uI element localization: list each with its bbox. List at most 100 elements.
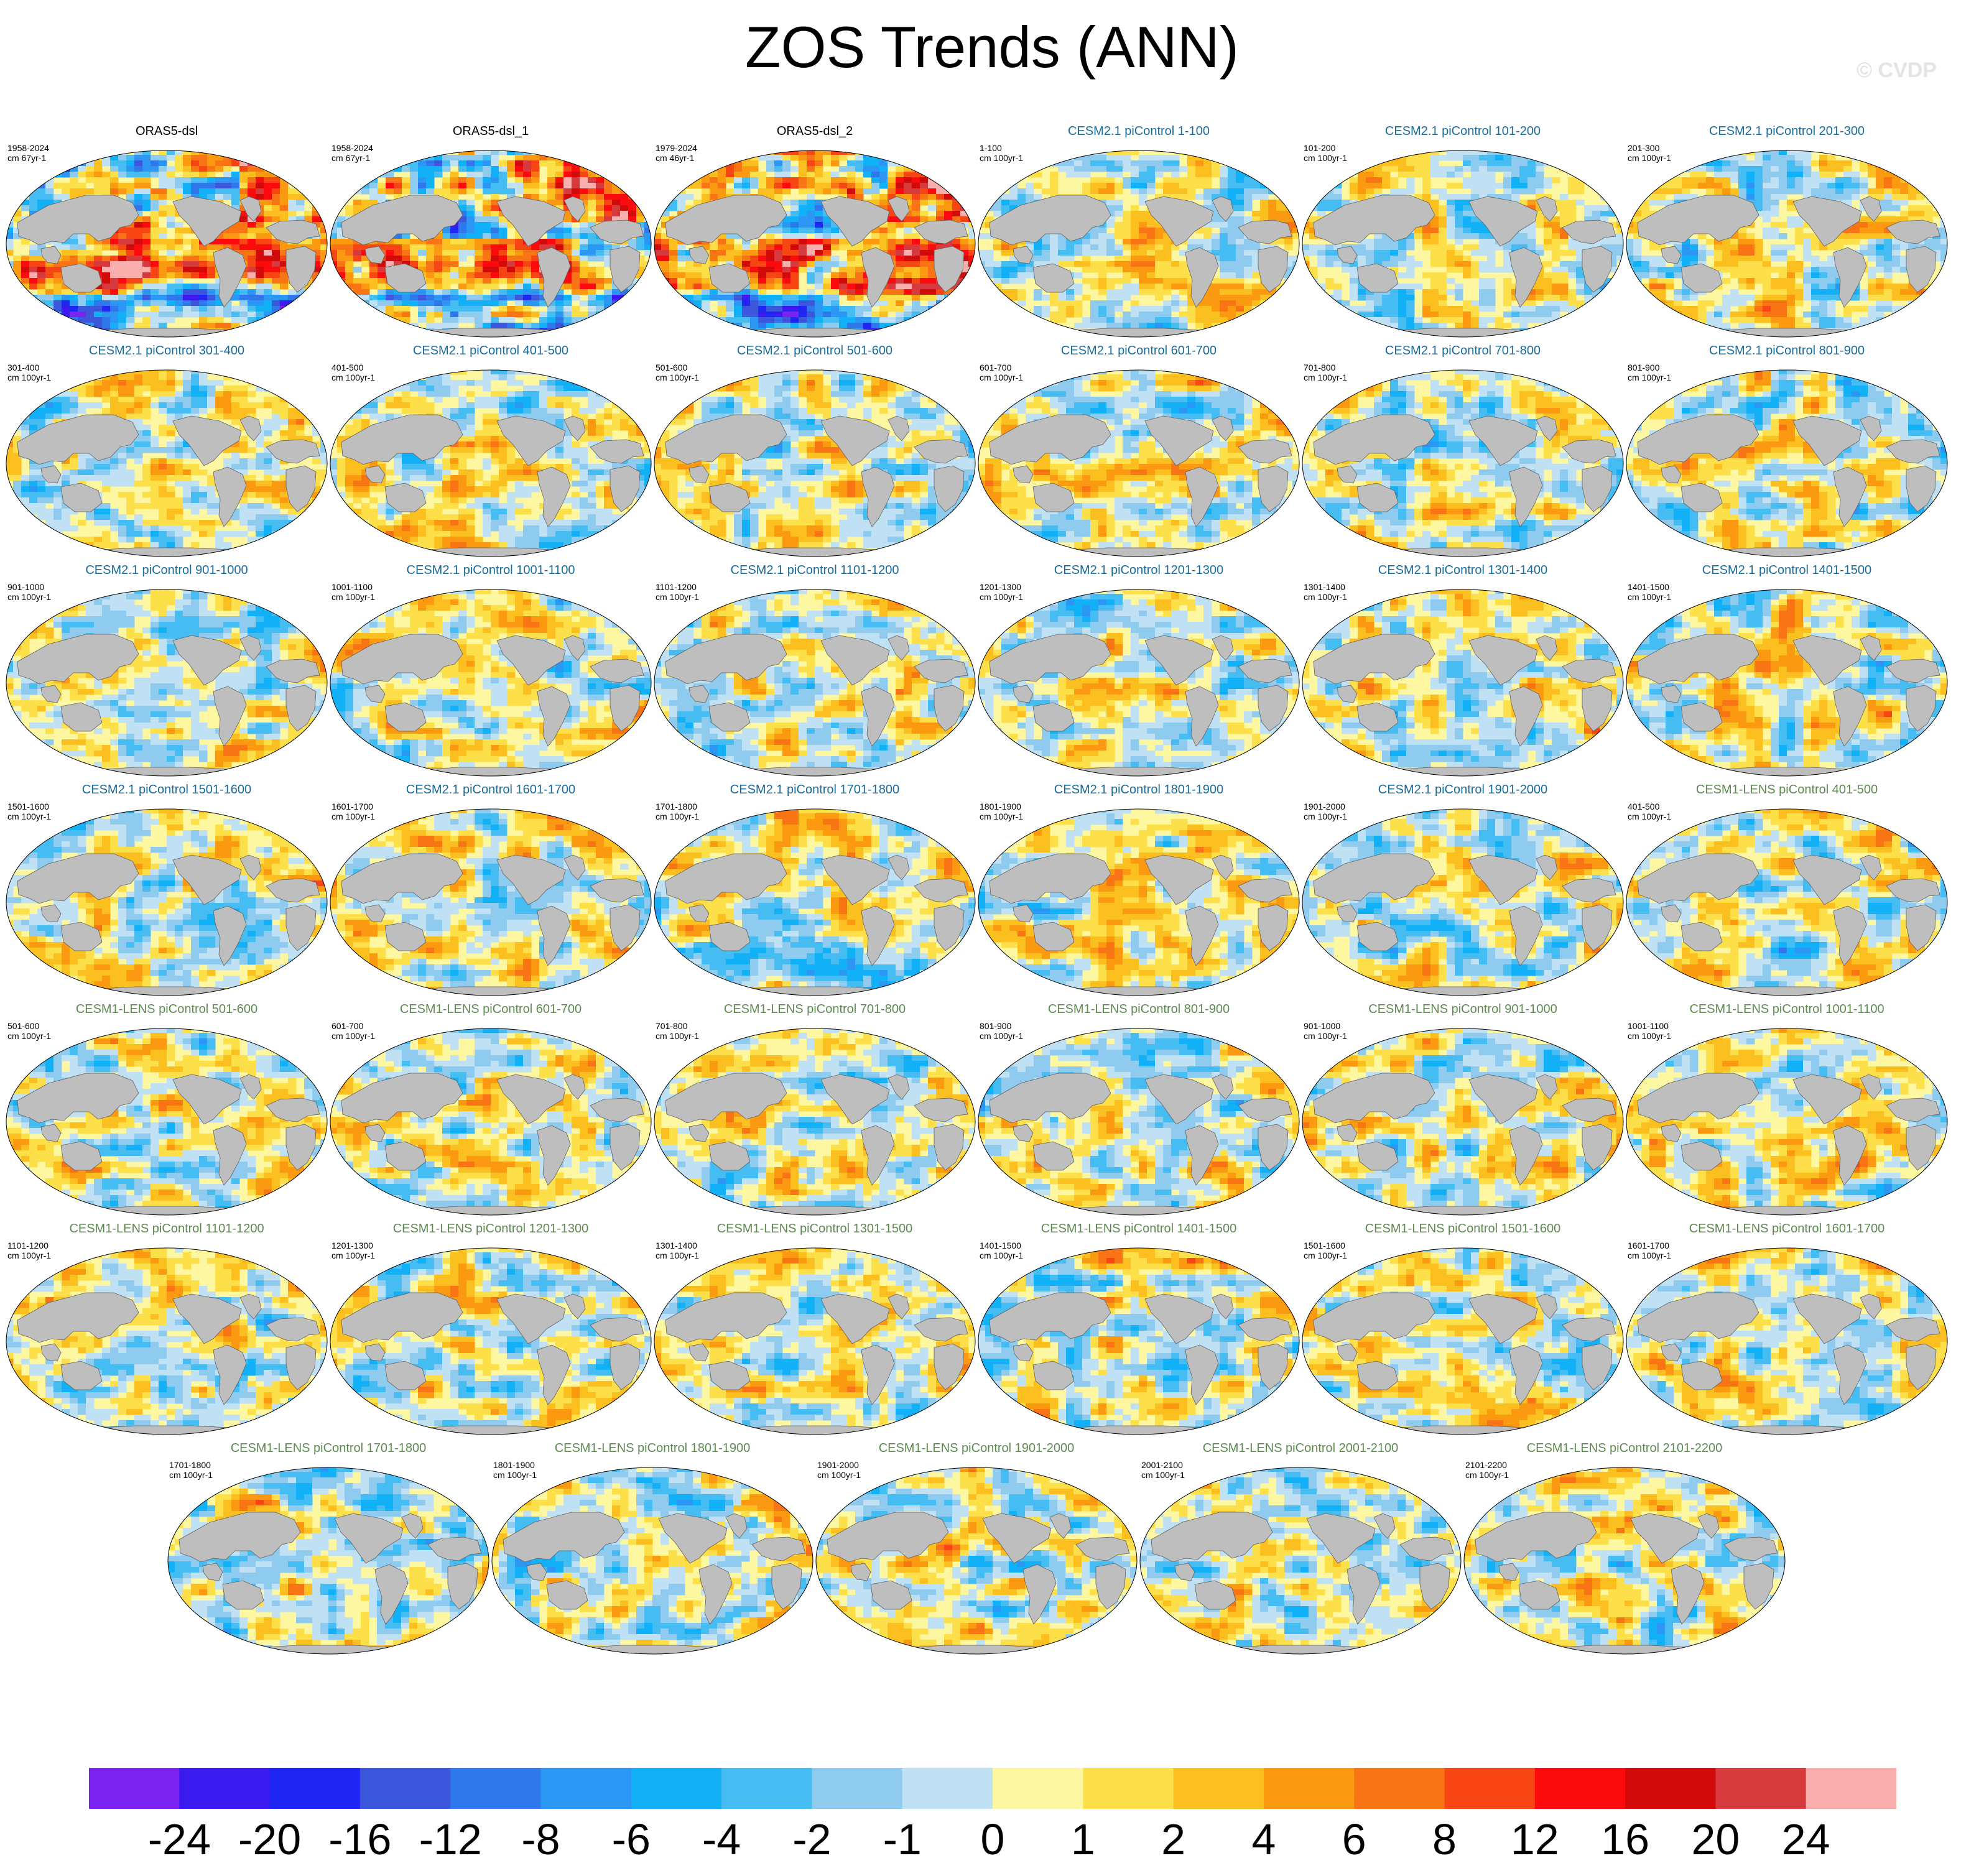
panel-title: CESM1-LENS piControl 1801-1900 [491,1441,814,1456]
panel-years: 2101-2200 [1465,1460,1507,1470]
panel-title: CESM1-LENS piControl 1501-1600 [1301,1222,1625,1236]
world-map [654,369,976,557]
colorbar-tick-label: -4 [702,1814,741,1864]
map-panel: CESM2.1 piControl 701-800 701-800 cm 100yr… [1301,344,1625,558]
panel-units: cm 100yr-1 [1304,811,1347,821]
map-panel: CESM2.1 piControl 1701-1800 1701-1800 cm 1… [653,783,976,997]
colorbar-tick-label: -12 [419,1814,482,1864]
colorbar-swatch [1625,1768,1716,1809]
world-map [654,808,976,996]
panel-units: cm 100yr-1 [1304,592,1347,602]
map-panel: CESM1-LENS piControl 1401-1500 1401-1500 c… [977,1222,1300,1436]
world-map [167,1467,489,1655]
panel-units: cm 100yr-1 [331,1031,375,1041]
panel-title: CESM2.1 piControl 201-300 [1625,124,1949,139]
panel-title: CESM1-LENS piControl 901-1000 [1301,1002,1625,1017]
world-map [1302,589,1624,777]
panel-title: CESM2.1 piControl 1-100 [977,124,1300,139]
panel-years: 501-600 [7,1021,39,1031]
colorbar-swatch [1354,1768,1445,1809]
panel-units: cm 100yr-1 [1304,1250,1347,1260]
world-map [978,808,1300,996]
colorbar-tick-label: -2 [792,1814,831,1864]
panel-units: cm 100yr-1 [980,1250,1023,1260]
panel-years: 501-600 [656,363,687,372]
panel-title: CESM2.1 piControl 1801-1900 [977,783,1300,797]
panel-title: ORAS5-dsl_2 [653,124,976,139]
world-map [978,369,1300,557]
panel-title: ORAS5-dsl_1 [329,124,652,139]
map-panel: CESM1-LENS piControl 901-1000 901-1000 cm … [1301,1002,1625,1217]
panel-title: CESM1-LENS piControl 801-900 [977,1002,1300,1017]
panel-title: CESM2.1 piControl 1601-1700 [329,783,652,797]
panel-units: cm 100yr-1 [1628,153,1671,163]
map-panel: CESM1-LENS piControl 1701-1800 1701-1800 c… [167,1441,490,1656]
panel-title: CESM1-LENS piControl 1201-1300 [329,1222,652,1236]
panel-units: cm 100yr-1 [817,1470,861,1480]
map-panel: CESM2.1 piControl 801-900 801-900 cm 100yr… [1625,344,1949,558]
map-panel: CESM1-LENS piControl 1501-1600 1501-1600 c… [1301,1222,1625,1436]
panel-units: cm 100yr-1 [1304,153,1347,163]
world-map [330,369,652,557]
world-map [1626,369,1948,557]
panel-units: cm 100yr-1 [7,811,51,821]
world-map [654,589,976,777]
panel-units: cm 100yr-1 [7,372,51,382]
map-panel: CESM2.1 piControl 401-500 401-500 cm 100yr… [329,344,652,558]
panel-title: CESM2.1 piControl 1901-2000 [1301,783,1625,797]
world-map [1626,150,1948,338]
panel-title: CESM2.1 piControl 101-200 [1301,124,1625,139]
map-panel: CESM1-LENS piControl 1801-1900 1801-1900 c… [491,1441,814,1656]
map-panel: CESM1-LENS piControl 1901-2000 1901-2000 c… [815,1441,1138,1656]
colorbar-swatch [812,1768,903,1809]
world-map [330,1247,652,1435]
map-panel: ORAS5-dsl_1 1958-2024 cm 67yr-1 [329,124,652,339]
world-map [491,1467,814,1655]
world-map [654,1247,976,1435]
colorbar-swatch [540,1768,632,1809]
panel-units: cm 100yr-1 [331,592,375,602]
colorbar-swatch [1715,1768,1807,1809]
world-map [6,589,328,777]
panel-years: 801-900 [1628,363,1659,372]
world-map [1139,1467,1462,1655]
colorbar-tick-label: 4 [1251,1814,1276,1864]
world-map [1302,1247,1624,1435]
colorbar-tick-label: 2 [1161,1814,1185,1864]
world-map [1626,808,1948,996]
panel-years: 1101-1200 [7,1241,49,1250]
panel-years: 1-100 [980,143,1002,153]
map-panel: CESM2.1 piControl 1301-1400 1301-1400 cm 1… [1301,563,1625,778]
panel-years: 301-400 [7,363,39,372]
panel-years: 1501-1600 [1304,1241,1345,1250]
panel-title: CESM2.1 piControl 1201-1300 [977,563,1300,578]
panel-years: 601-700 [980,363,1011,372]
map-panel: ORAS5-dsl 1958-2024 cm 67yr-1 [5,124,328,339]
panel-units: cm 100yr-1 [7,592,51,602]
panel-units: cm 67yr-1 [7,153,46,163]
panel-units: cm 100yr-1 [980,372,1023,382]
panel-title: CESM1-LENS piControl 2001-2100 [1139,1441,1462,1456]
panel-years: 1958-2024 [7,143,49,153]
panel-title: CESM2.1 piControl 1101-1200 [653,563,976,578]
map-panel: CESM1-LENS piControl 401-500 401-500 cm 10… [1625,783,1949,997]
world-map [978,1028,1300,1216]
map-panel: ORAS5-dsl_2 1979-2024 cm 46yr-1 [653,124,976,339]
world-map [330,589,652,777]
map-panel: CESM2.1 piControl 1501-1600 1501-1600 cm 1… [5,783,328,997]
panel-units: cm 100yr-1 [1465,1470,1509,1480]
world-map [6,1247,328,1435]
panel-units: cm 100yr-1 [980,811,1023,821]
panel-title: CESM1-LENS piControl 701-800 [653,1002,976,1017]
panel-units: cm 46yr-1 [656,153,694,163]
panel-title: CESM1-LENS piControl 1401-1500 [977,1222,1300,1236]
colorbar-swatch [1263,1768,1355,1809]
map-panel: CESM1-LENS piControl 1101-1200 1101-1200 c… [5,1222,328,1436]
world-map [330,150,652,338]
panel-units: cm 100yr-1 [7,1031,51,1041]
panel-title: CESM1-LENS piControl 601-700 [329,1002,652,1017]
map-panel: CESM1-LENS piControl 1601-1700 1601-1700 c… [1625,1222,1949,1436]
world-map [6,1028,328,1216]
map-panel: CESM2.1 piControl 1001-1100 1001-1100 cm 1… [329,563,652,778]
map-panel: CESM2.1 piControl 901-1000 901-1000 cm 100… [5,563,328,778]
